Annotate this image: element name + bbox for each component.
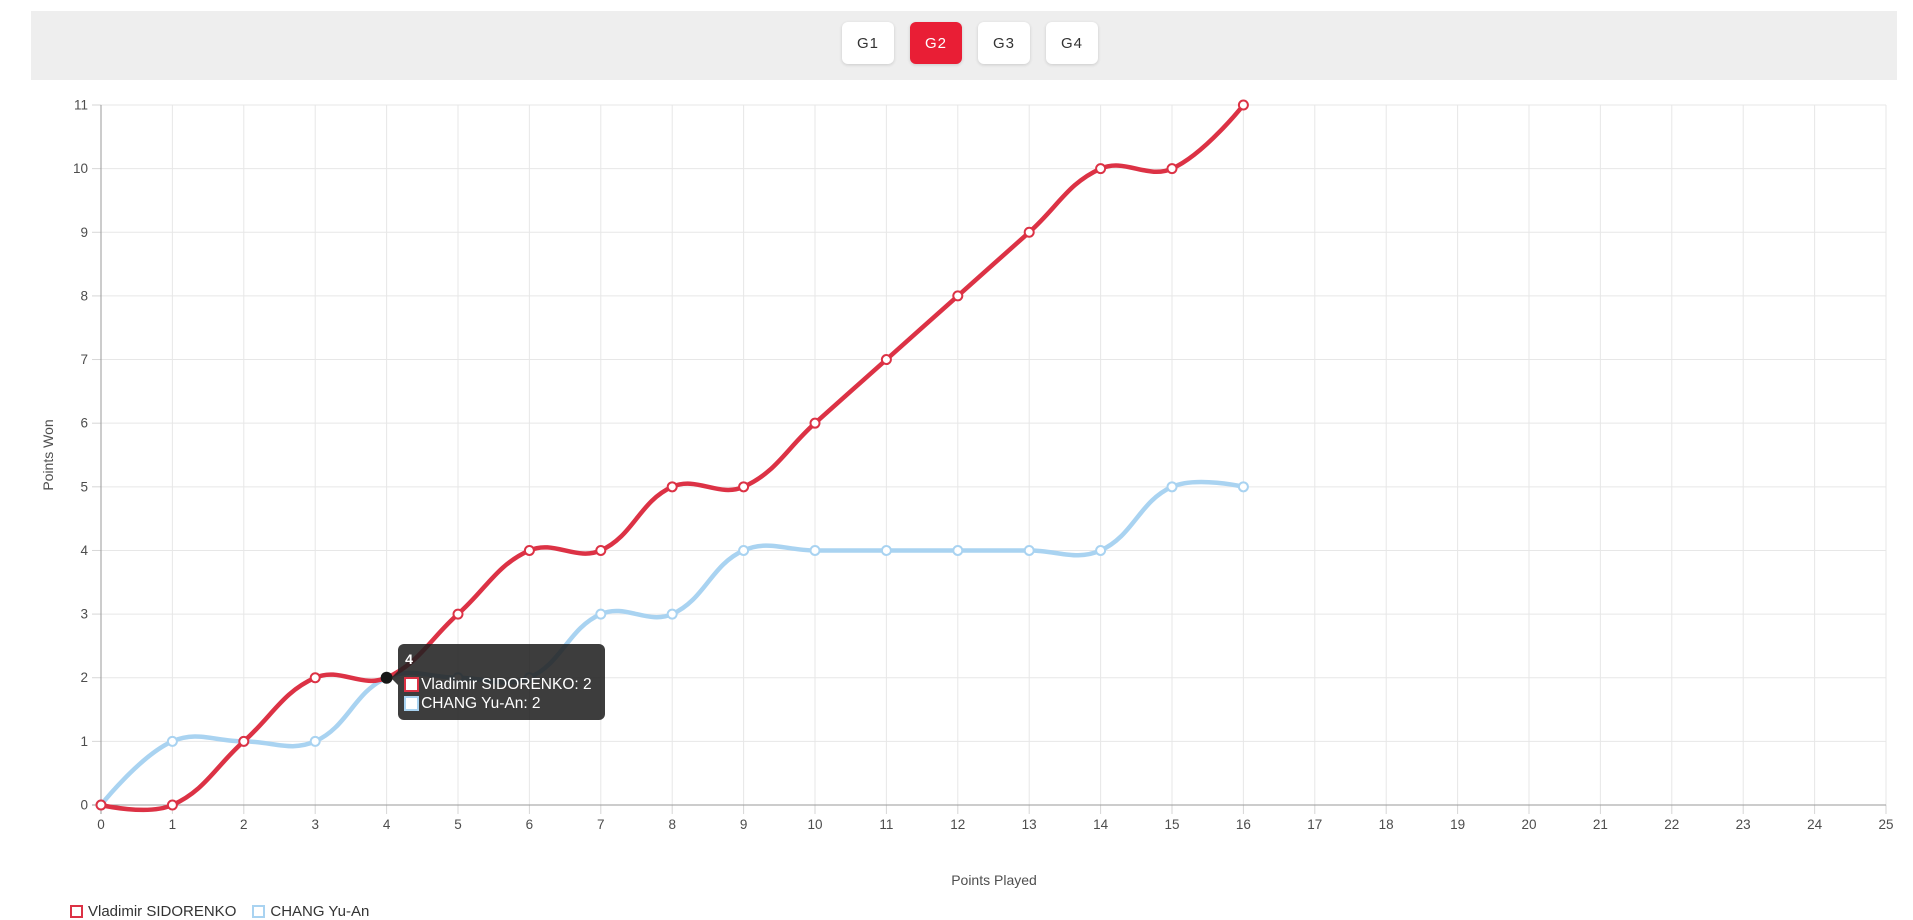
data-point-chang-yu-an[interactable]: [738, 544, 750, 556]
data-point-vladimir-sidorenko[interactable]: [1023, 226, 1035, 238]
data-point-vladimir-sidorenko[interactable]: [1237, 99, 1249, 111]
legend-item-sidorenko: Vladimir SIDORENKO: [70, 903, 236, 920]
x-tick-label: 12: [950, 817, 965, 832]
legend-item-chang: CHANG Yu-An: [252, 903, 369, 920]
x-tick-label: 10: [807, 817, 822, 832]
data-point-vladimir-sidorenko[interactable]: [1166, 163, 1178, 175]
x-axis-title: Points Played: [951, 872, 1037, 888]
y-axis-title: Points Won: [40, 419, 56, 491]
x-tick-label: 3: [311, 817, 319, 832]
tooltip-line-chang: CHANG Yu-An: 2: [421, 694, 541, 712]
data-point-vladimir-sidorenko[interactable]: [738, 481, 750, 493]
y-tick-label: 1: [80, 734, 88, 749]
data-point-vladimir-sidorenko[interactable]: [452, 608, 464, 620]
y-tick-label: 10: [73, 161, 88, 176]
tab-g3[interactable]: G3: [978, 22, 1030, 64]
data-point-vladimir-sidorenko[interactable]: [952, 290, 964, 302]
data-point-chang-yu-an[interactable]: [1237, 481, 1249, 493]
tooltip-title: 4: [405, 650, 413, 667]
y-tick-label: 3: [80, 607, 88, 622]
data-point-chang-yu-an[interactable]: [809, 544, 821, 556]
x-tick-label: 2: [240, 817, 248, 832]
x-tick-label: 25: [1878, 817, 1893, 832]
data-point-chang-yu-an[interactable]: [952, 544, 964, 556]
tooltip-row: CHANG Yu-An: 2: [404, 694, 592, 713]
data-point-vladimir-sidorenko[interactable]: [95, 799, 107, 811]
data-point-chang-yu-an[interactable]: [880, 544, 892, 556]
data-point-vladimir-sidorenko[interactable]: [809, 417, 821, 429]
y-tick-label: 7: [80, 352, 88, 367]
legend-swatch-sidorenko-icon: [70, 905, 83, 918]
x-tick-label: 20: [1521, 817, 1536, 832]
x-tick-label: 22: [1664, 817, 1679, 832]
game-tab-bar: G1 G2 G3 G4: [31, 11, 1897, 80]
tooltip-swatch-sidorenko-icon: [404, 676, 420, 692]
data-point-chang-yu-an[interactable]: [1023, 544, 1035, 556]
x-tick-label: 19: [1450, 817, 1465, 832]
data-point-chang-yu-an[interactable]: [1166, 481, 1178, 493]
y-tick-label: 11: [74, 98, 88, 113]
tooltip-swatch-chang-icon: [404, 695, 420, 711]
y-tick-label: 2: [80, 670, 88, 685]
data-point-vladimir-sidorenko[interactable]: [880, 354, 892, 366]
data-point-chang-yu-an[interactable]: [595, 608, 607, 620]
x-tick-label: 0: [97, 817, 105, 832]
data-point-vladimir-sidorenko[interactable]: [166, 799, 178, 811]
x-tick-label: 15: [1164, 817, 1179, 832]
tooltip-line-sidorenko: Vladimir SIDORENKO: 2: [421, 675, 592, 693]
x-tick-label: 21: [1593, 817, 1608, 832]
data-point-chang-yu-an[interactable]: [1095, 544, 1107, 556]
game-tabs: G1 G2 G3 G4: [842, 22, 1098, 64]
data-point-vladimir-sidorenko[interactable]: [309, 672, 321, 684]
x-tick-label: 13: [1022, 817, 1037, 832]
data-point-vladimir-sidorenko[interactable]: [523, 544, 535, 556]
x-tick-label: 11: [879, 817, 893, 832]
tooltip-row: Vladimir SIDORENKO: 2: [404, 675, 592, 694]
y-tick-label: 8: [80, 288, 88, 303]
y-tick-label: 6: [80, 416, 88, 431]
legend-label-chang: CHANG Yu-An: [270, 903, 370, 920]
y-tick-label: 5: [80, 479, 88, 494]
data-point-vladimir-sidorenko[interactable]: [595, 544, 607, 556]
x-tick-label: 8: [668, 817, 676, 832]
data-point-vladimir-sidorenko[interactable]: [1095, 163, 1107, 175]
x-tick-label: 14: [1093, 817, 1109, 832]
legend-swatch-chang-icon: [252, 905, 266, 918]
x-tick-label: 18: [1379, 817, 1394, 832]
x-tick-label: 4: [383, 817, 391, 832]
tab-g4[interactable]: G4: [1046, 22, 1098, 64]
legend-label-sidorenko: Vladimir SIDORENKO: [88, 903, 237, 920]
clipped-legend: Vladimir SIDORENKO CHANG Yu-An: [70, 903, 369, 920]
y-tick-label: 4: [80, 543, 88, 558]
x-tick-label: 9: [740, 817, 748, 832]
x-tick-label: 16: [1236, 817, 1251, 832]
data-point-chang-yu-an[interactable]: [666, 608, 678, 620]
tab-g1[interactable]: G1: [842, 22, 894, 64]
active-data-point[interactable]: [380, 671, 393, 684]
x-tick-label: 1: [169, 817, 177, 832]
x-tick-label: 6: [526, 817, 534, 832]
x-tick-label: 7: [597, 817, 605, 832]
tab-g2[interactable]: G2: [910, 22, 962, 64]
data-point-vladimir-sidorenko[interactable]: [238, 735, 250, 747]
chart-tooltip: 4 Vladimir SIDORENKO: 2 CHANG Yu-An: 2: [391, 643, 605, 720]
x-tick-label: 17: [1307, 817, 1322, 832]
data-point-chang-yu-an[interactable]: [309, 735, 321, 747]
y-tick-label: 0: [80, 798, 88, 813]
x-tick-label: 23: [1736, 817, 1751, 832]
data-point-vladimir-sidorenko[interactable]: [666, 481, 678, 493]
y-tick-label: 9: [80, 225, 88, 240]
x-tick-label: 5: [454, 817, 462, 832]
data-point-chang-yu-an[interactable]: [166, 735, 178, 747]
x-tick-label: 24: [1807, 817, 1823, 832]
